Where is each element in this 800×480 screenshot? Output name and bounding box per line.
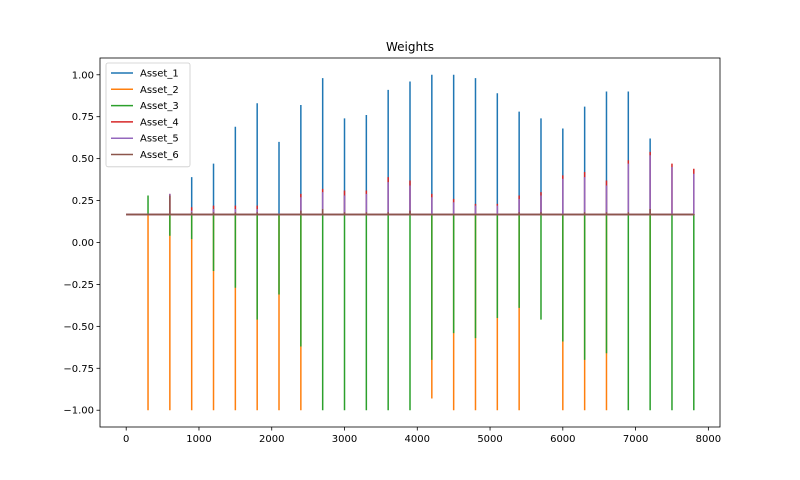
y-tick-label: −1.00 <box>63 406 94 417</box>
legend: Asset_1 Asset_2 Asset_3 Asset_4 Asset_5 Asset… <box>105 62 191 168</box>
legend-label: Asset_4 <box>140 117 179 128</box>
x-tick-label: 7000 <box>623 434 648 445</box>
x-tick-label: 5000 <box>477 434 502 445</box>
x-tick-label: 0 <box>123 434 129 445</box>
series-layer <box>126 74 695 411</box>
y-tick-label: 0.25 <box>72 196 94 207</box>
legend-label: Asset_1 <box>140 69 179 80</box>
y-tick-label: 0.75 <box>72 112 94 123</box>
x-tick-label: 8000 <box>696 434 721 445</box>
legend-label: Asset_6 <box>140 150 179 161</box>
legend-label: Asset_3 <box>140 101 179 112</box>
y-tick-label: 0.00 <box>72 238 94 249</box>
legend-label: Asset_2 <box>140 85 179 96</box>
axes-layer: 0 1000 2000 3000 4000 5000 6000 7000 8000 −1.00 −0… <box>63 57 721 445</box>
y-tick-label: −0.50 <box>63 322 94 333</box>
x-tick-label: 1000 <box>186 434 211 445</box>
x-tick-label: 6000 <box>550 434 575 445</box>
y-tick-label: 0.50 <box>72 154 94 165</box>
legend-label: Asset_5 <box>140 134 179 145</box>
y-tick-label: 1.00 <box>72 70 94 81</box>
y-tick-label: −0.75 <box>63 364 94 375</box>
chart-title: Weights <box>386 40 434 54</box>
series-line-asset-3 <box>126 195 695 411</box>
x-tick-label: 3000 <box>332 434 357 445</box>
x-tick-label: 4000 <box>405 434 430 445</box>
y-tick-label: −0.25 <box>63 280 94 291</box>
x-tick-label: 2000 <box>259 434 284 445</box>
series-line-asset-6 <box>126 195 695 216</box>
